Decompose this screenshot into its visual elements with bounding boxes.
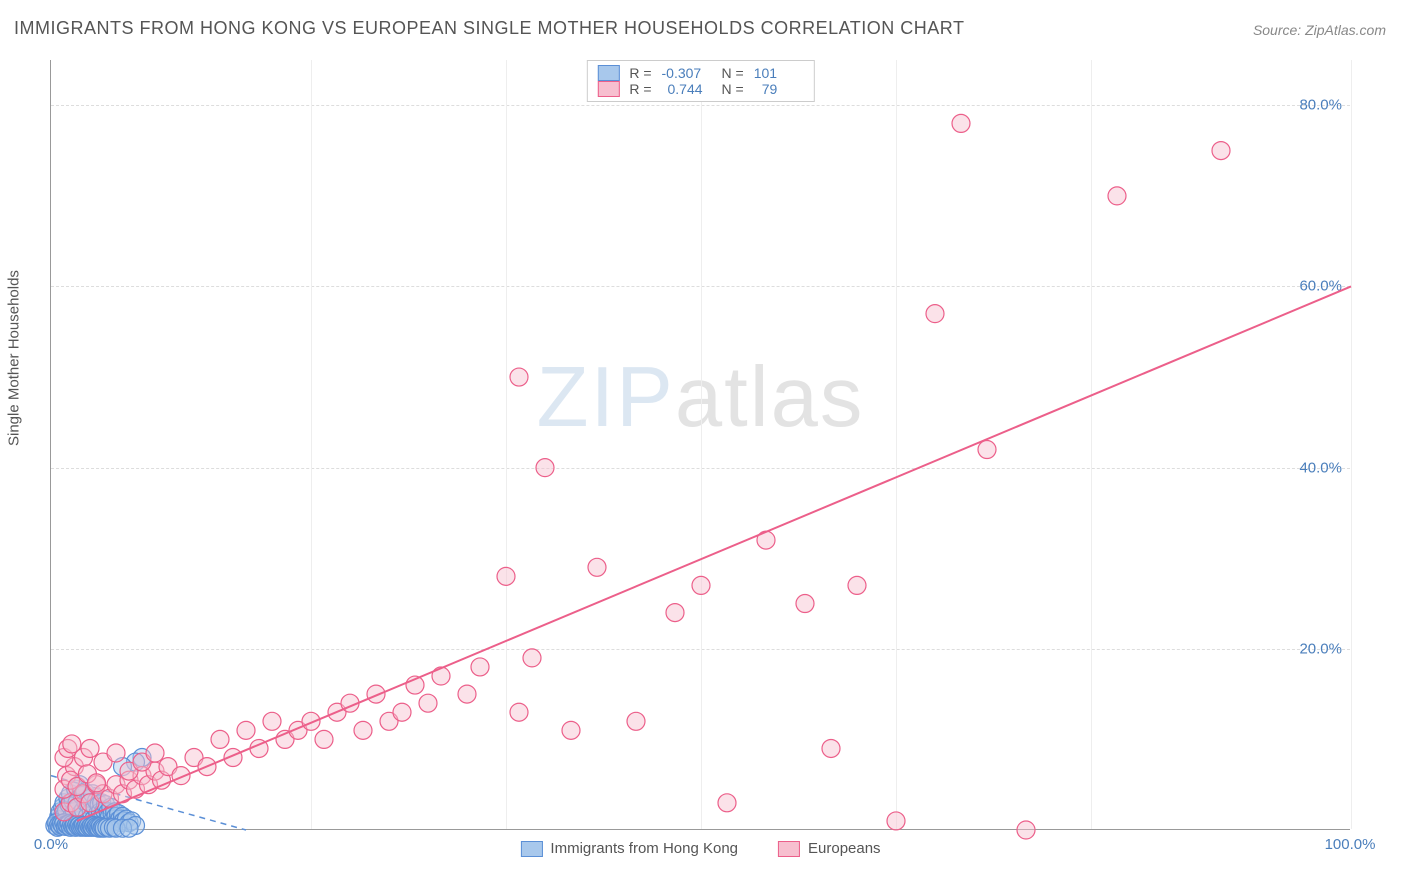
data-point-eu [588,558,606,576]
data-point-eu [692,576,710,594]
data-point-eu [718,794,736,812]
data-point-eu [848,576,866,594]
legend-swatch-eu-bottom [778,841,800,857]
data-point-eu [1017,821,1035,839]
data-point-eu [1108,187,1126,205]
data-point-eu [796,595,814,613]
scatter-svg [51,60,1350,829]
y-axis-label: Single Mother Households [6,270,23,446]
data-point-eu [978,441,996,459]
source-attribution: Source: ZipAtlas.com [1253,22,1386,38]
legend-row-hk: R = -0.307 N = 101 [597,65,803,81]
data-point-eu [562,721,580,739]
data-point-eu [510,703,528,721]
data-point-eu [1212,142,1230,160]
n-value-eu: 79 [754,81,804,97]
correlation-legend: R = -0.307 N = 101 R = 0.744 N = 79 [586,60,814,102]
data-point-eu [627,712,645,730]
r-value-eu: 0.744 [662,81,712,97]
n-label: N = [722,65,744,81]
data-point-eu [81,739,99,757]
r-value-hk: -0.307 [662,65,712,81]
data-point-eu [107,744,125,762]
r-label: R = [629,81,651,97]
legend-item-hk: Immigrants from Hong Kong [520,840,738,857]
data-point-eu [146,744,164,762]
data-point-eu [952,114,970,132]
data-point-eu [432,667,450,685]
legend-label-eu: Europeans [808,840,881,857]
legend-swatch-hk-bottom [520,841,542,857]
data-point-eu [63,735,81,753]
data-point-eu [237,721,255,739]
n-value-hk: 101 [754,65,804,81]
data-point-eu [822,739,840,757]
data-point-eu [471,658,489,676]
x-tick-min: 0.0% [34,836,68,853]
data-point-eu [510,368,528,386]
r-label: R = [629,65,651,81]
legend-swatch-hk [597,65,619,81]
data-point-eu [887,812,905,830]
data-point-eu [302,712,320,730]
data-point-eu [393,703,411,721]
data-point-eu [367,685,385,703]
legend-row-eu: R = 0.744 N = 79 [597,81,803,97]
data-point-eu [458,685,476,703]
data-point-eu [211,730,229,748]
data-point-eu [263,712,281,730]
chart-title: IMMIGRANTS FROM HONG KONG VS EUROPEAN SI… [14,18,964,39]
data-point-eu [497,567,515,585]
x-tick-max: 100.0% [1325,836,1376,853]
series-legend: Immigrants from Hong Kong Europeans [520,840,880,857]
data-point-eu [315,730,333,748]
data-point-eu [88,774,106,792]
legend-label-hk: Immigrants from Hong Kong [550,840,738,857]
data-point-eu [536,459,554,477]
data-point-eu [666,604,684,622]
data-point-eu [419,694,437,712]
legend-item-eu: Europeans [778,840,881,857]
data-point-eu [523,649,541,667]
data-point-eu [926,305,944,323]
data-point-hk [120,819,138,837]
plot-area: ZIPatlas 20.0%40.0%60.0%80.0% 0.0% 100.0… [50,60,1350,830]
n-label: N = [722,81,744,97]
legend-swatch-eu [597,81,619,97]
data-point-eu [354,721,372,739]
